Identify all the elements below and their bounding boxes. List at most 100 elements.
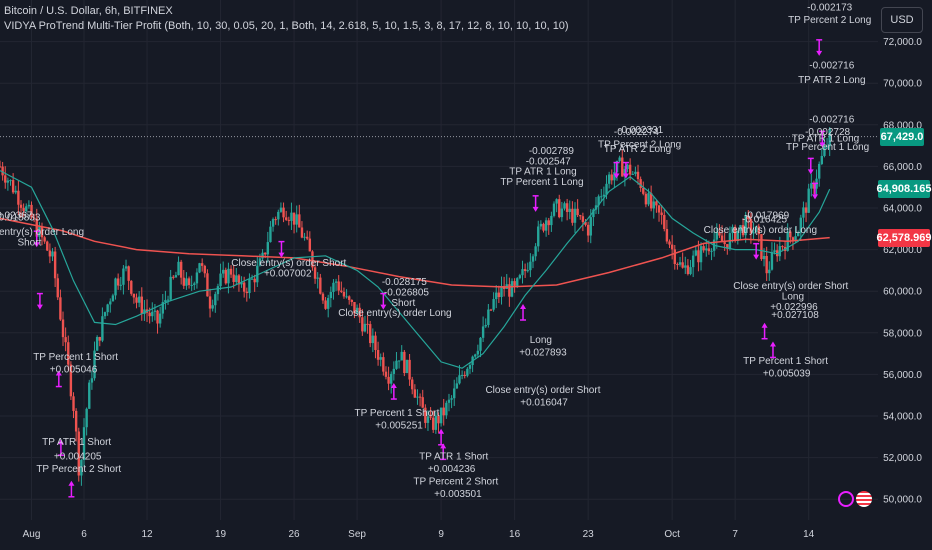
candle-body <box>639 179 642 189</box>
candle-body <box>332 282 335 292</box>
candle-body <box>657 205 661 213</box>
candle-body <box>319 277 322 294</box>
candle-body <box>298 214 301 228</box>
price-axis[interactable]: 72,000.0 70,000.0 68,000.0 66,000.0 64,000.0… <box>883 37 922 506</box>
candle-body <box>103 312 107 317</box>
lightning-icon <box>838 491 854 507</box>
signal-arrow-head <box>807 169 814 175</box>
candle-body <box>563 203 566 209</box>
candle-body <box>187 278 191 286</box>
signal-label: +0.003501 <box>434 489 482 500</box>
candle-body <box>697 250 700 263</box>
y-tick-label: 60,000.0 <box>883 287 922 298</box>
candle-body <box>434 415 438 430</box>
candle-body <box>576 208 579 216</box>
candle-body <box>579 215 582 217</box>
candle-body <box>497 292 501 298</box>
candle-body <box>681 262 684 268</box>
candle-body <box>337 281 340 291</box>
candle-body <box>40 226 44 238</box>
time-axis[interactable]: Aug 6 12 19 26 Sep 9 16 23 Oct 7 14 <box>23 529 815 540</box>
signal-label: Close entry(s) order Long <box>0 227 84 238</box>
candle-body <box>447 399 451 403</box>
candle-body <box>311 251 314 268</box>
candle-body <box>143 309 146 314</box>
candle-body <box>395 360 398 369</box>
candle-body <box>376 350 380 360</box>
signal-label: Short <box>391 298 415 309</box>
candle-body <box>266 242 270 255</box>
candle-body <box>668 241 671 245</box>
candle-body <box>418 396 422 398</box>
signal-label: +0.007002 <box>264 269 312 280</box>
candle-body <box>277 211 280 220</box>
signal-arrow-head <box>57 439 64 445</box>
signal-label: Long <box>530 335 552 346</box>
candle-body <box>686 265 690 275</box>
candle-body <box>250 278 254 280</box>
candle-body <box>584 222 587 225</box>
candle-body <box>592 209 595 218</box>
candle-body <box>825 146 829 148</box>
candle-body <box>560 208 564 218</box>
candle-body <box>416 396 419 398</box>
candle-body <box>757 226 760 235</box>
candle-body <box>227 268 230 284</box>
signal-label: +0.027108 <box>771 310 819 321</box>
candle-body <box>109 301 112 305</box>
candle-body <box>382 357 385 372</box>
candle-body <box>817 163 821 179</box>
candle-body <box>179 261 183 278</box>
candle-body <box>258 258 262 266</box>
candle-body <box>287 219 291 221</box>
x-tick-label: Oct <box>664 529 680 540</box>
signal-label: +0.022996 <box>770 302 818 313</box>
indicator-title[interactable]: VIDYA ProTrend Multi-Tier Profit (Both, … <box>4 20 569 32</box>
candle-body <box>487 309 490 325</box>
symbol-title[interactable]: Bitcoin / U.S. Dollar, 6h, BITFINEX <box>4 5 173 17</box>
candle-body <box>660 212 663 216</box>
signal-label: TP Percent 1 Long <box>500 177 583 188</box>
candle-body <box>64 337 67 343</box>
candle-body <box>613 172 616 181</box>
candle-body <box>313 267 317 279</box>
candle-body <box>508 284 511 297</box>
candle-body <box>193 283 196 285</box>
candle-body <box>694 250 697 256</box>
signal-label: -0.002789 <box>529 146 574 157</box>
candle-body <box>555 199 558 204</box>
candle-body <box>198 263 201 273</box>
slow-line-badge: 62,578.969 <box>876 228 932 247</box>
candle-body <box>460 374 464 376</box>
candle-body <box>618 157 621 161</box>
candle-body <box>51 251 54 257</box>
y-tick-label: 50,000.0 <box>883 495 922 506</box>
signal-arrow-head <box>613 173 620 179</box>
candle-body <box>791 237 795 242</box>
candle-body <box>581 216 585 223</box>
candle-body <box>303 236 306 238</box>
signal-label: Long <box>782 292 804 303</box>
candle-body <box>626 164 629 170</box>
candle-body <box>185 278 188 286</box>
candle-body <box>240 282 243 285</box>
currency-button[interactable]: USD <box>881 7 923 33</box>
logo-icon[interactable] <box>838 488 878 510</box>
candle-body <box>200 263 204 266</box>
candle-body <box>429 416 432 418</box>
candle-body <box>363 323 367 332</box>
y-tick-label: 66,000.0 <box>883 162 922 173</box>
candle-body <box>56 278 59 298</box>
signal-label: -0.002728 <box>805 127 850 138</box>
candle-body <box>148 312 151 317</box>
signal-label: -0.002716 <box>809 115 854 126</box>
candle-body <box>605 183 608 195</box>
candle-body <box>253 278 256 283</box>
candle-body <box>340 290 343 292</box>
signal-arrow-head <box>438 428 445 434</box>
candle-body <box>334 281 338 283</box>
candle-body <box>195 272 199 284</box>
candle-body <box>95 337 99 351</box>
signal-label: TP Percent 1 Short <box>355 408 440 419</box>
